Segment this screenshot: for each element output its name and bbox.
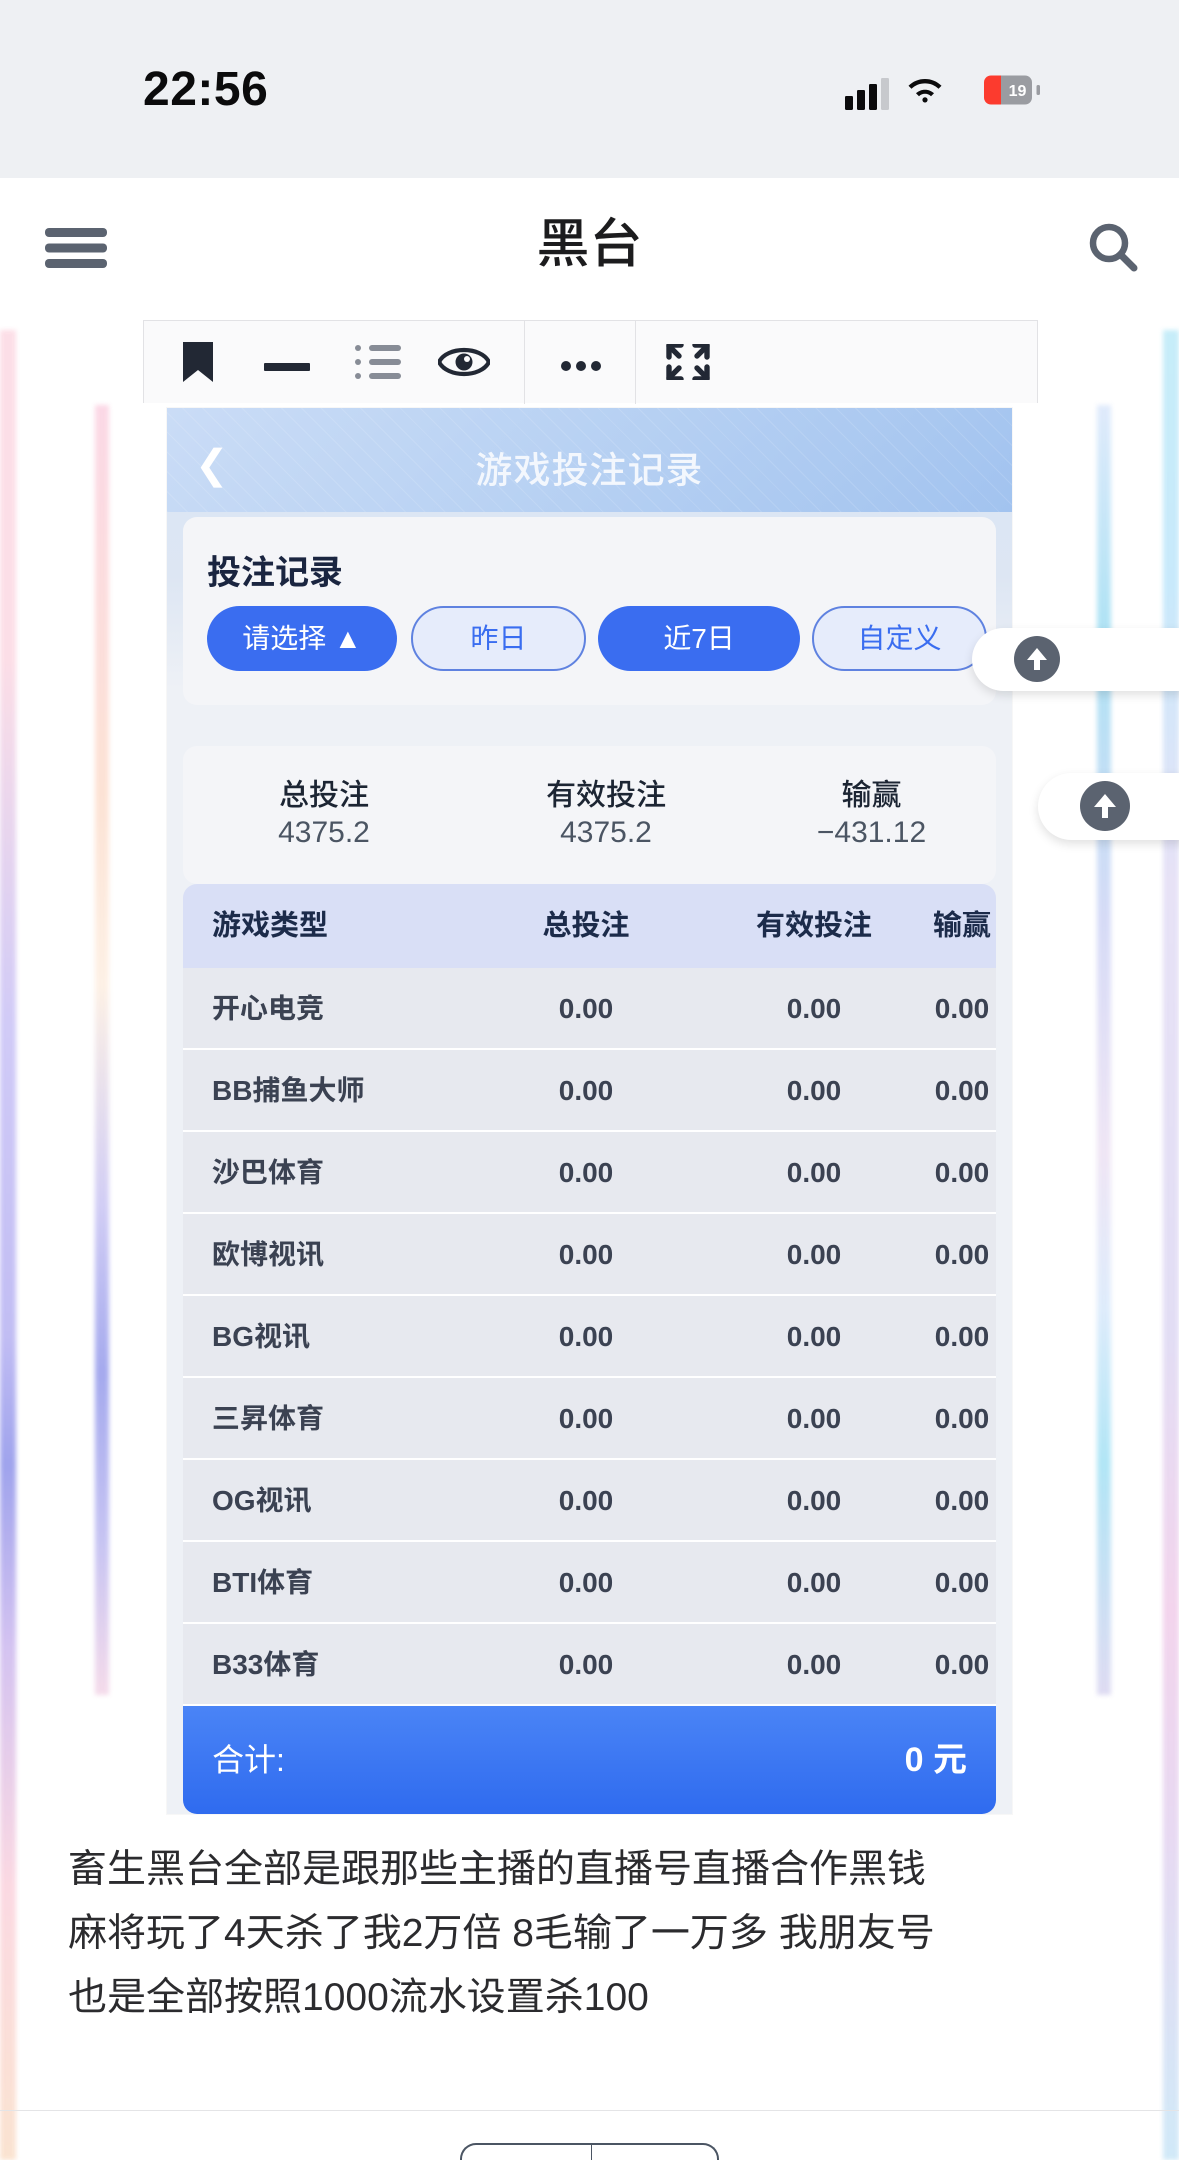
svg-text:19: 19 <box>1009 83 1027 100</box>
